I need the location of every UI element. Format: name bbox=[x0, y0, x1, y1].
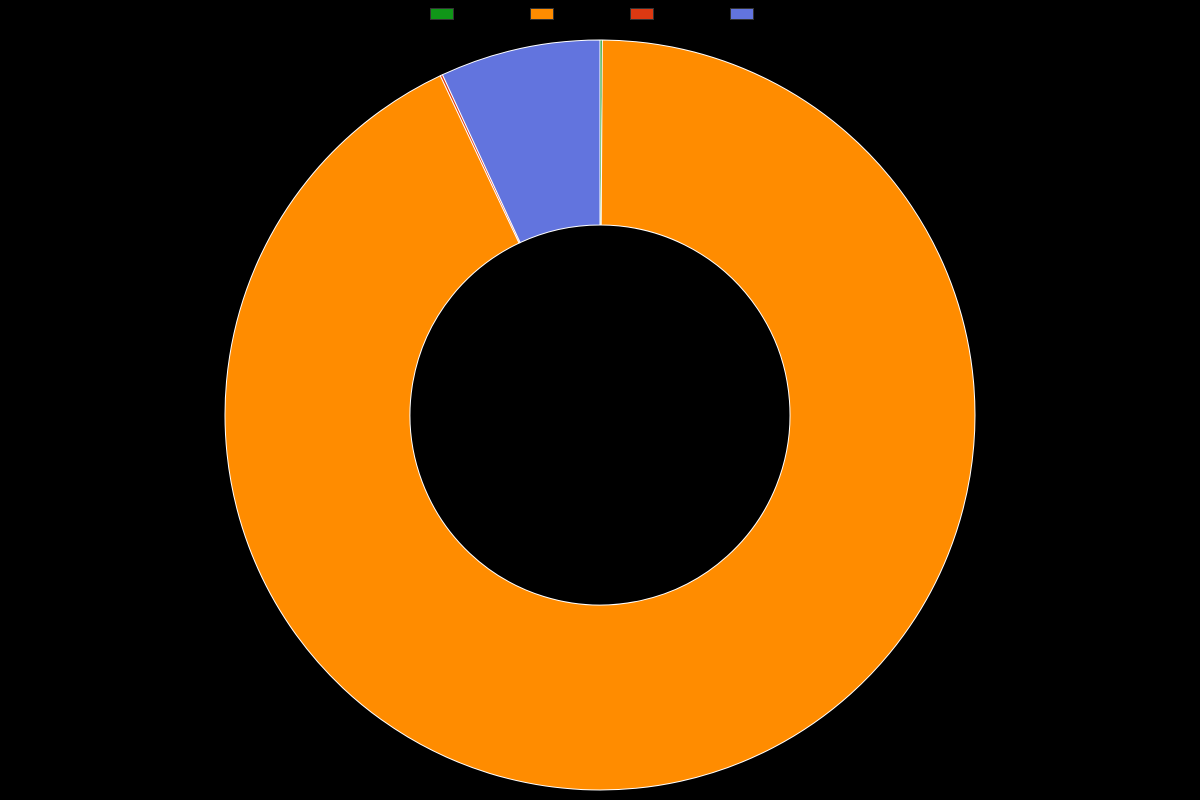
legend-item-1 bbox=[530, 8, 570, 20]
legend-swatch-1 bbox=[530, 8, 554, 20]
legend-item-2 bbox=[630, 8, 670, 20]
donut-chart bbox=[0, 30, 1200, 800]
legend-swatch-2 bbox=[630, 8, 654, 20]
legend-item-3 bbox=[730, 8, 770, 20]
legend bbox=[430, 8, 770, 20]
legend-swatch-0 bbox=[430, 8, 454, 20]
legend-swatch-3 bbox=[730, 8, 754, 20]
legend-item-0 bbox=[430, 8, 470, 20]
